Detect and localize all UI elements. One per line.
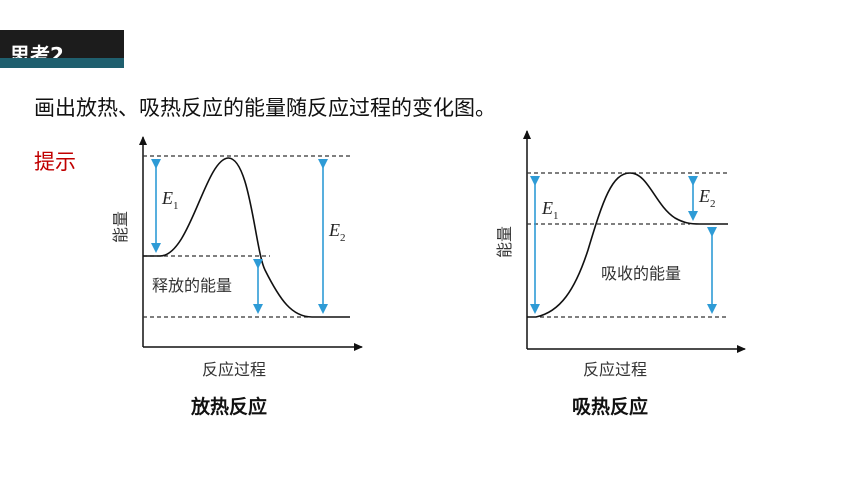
title-bar-top	[0, 30, 124, 35]
endo-energy-curve	[527, 172, 728, 318]
question-text: 画出放热、吸热反应的能量随反应过程的变化图。	[34, 96, 496, 120]
endothermic-diagram: E1 E2 吸收的能量 能量 反应过程	[495, 130, 746, 379]
hint-label: 提示	[34, 150, 76, 174]
endothermic-caption: 吸热反应	[572, 396, 649, 418]
exo-y-axis-label: 能量	[111, 211, 130, 243]
endo-y-axis-label: 能量	[495, 226, 514, 258]
endo-absorb-label: 吸收的能量	[601, 264, 681, 283]
endo-e2-label: E2	[698, 186, 716, 210]
exothermic-diagram: E1 E2 释放的能量 能量 反应过程	[111, 136, 363, 379]
exothermic-caption: 放热反应	[191, 396, 268, 418]
title-bar-accent	[0, 58, 124, 68]
exo-e1-label: E1	[161, 188, 179, 212]
exo-release-label: 释放的能量	[152, 276, 232, 295]
exo-x-axis-label: 反应过程	[202, 360, 266, 379]
exo-energy-curve	[143, 157, 350, 318]
endo-x-axis-label: 反应过程	[583, 360, 647, 379]
endo-e1-label: E1	[541, 198, 559, 222]
exo-e2-label: E2	[328, 220, 346, 244]
